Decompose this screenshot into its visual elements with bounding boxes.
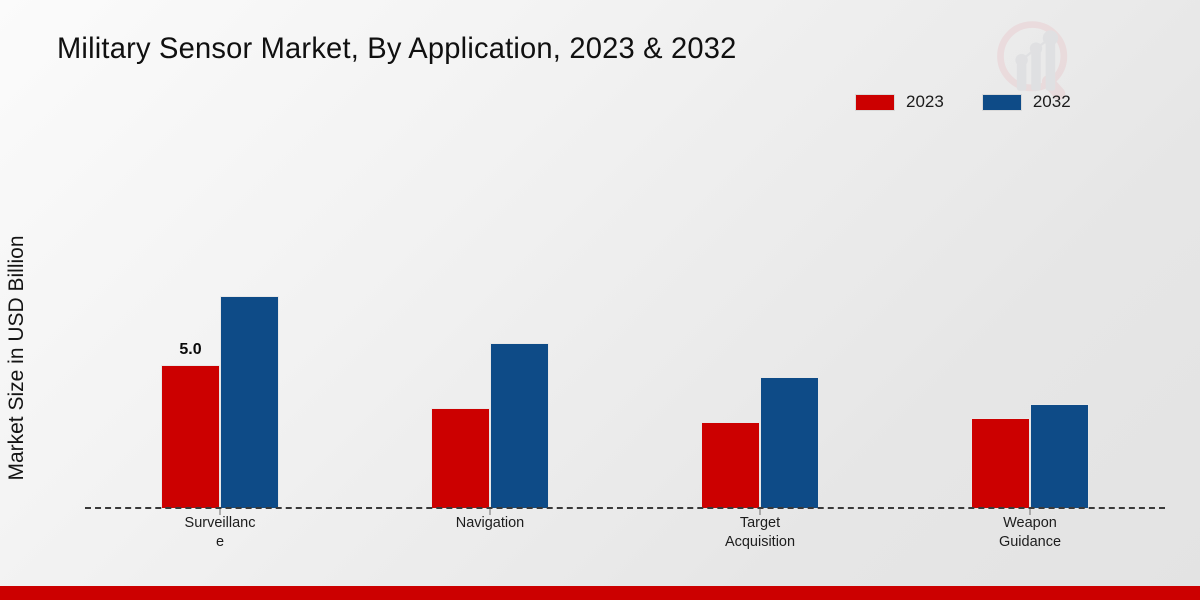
x-label-target-acquisition: Target Acquisition (724, 515, 796, 550)
x-label-weapon-guidance: Weapon Guidance (998, 515, 1062, 550)
x-label-navigation: Navigation (455, 515, 525, 531)
bar-group-navigation (355, 130, 625, 515)
bar-2032-surveillance[interactable] (220, 295, 279, 508)
x-axis-category-labels: Surveillanc e Navigation Target Acquisit… (85, 514, 1165, 552)
bar-group-surveillance: 5.0 (85, 130, 355, 515)
legend-label-2023: 2023 (906, 92, 944, 111)
bar-2023-navigation[interactable] (431, 407, 490, 508)
legend-item-2023[interactable]: 2023 (855, 92, 944, 112)
x-tick (219, 508, 221, 515)
x-tick (1029, 508, 1031, 515)
bar-2032-target-acquisition[interactable] (760, 376, 819, 508)
bar-group-weapon-guidance (895, 130, 1165, 515)
plot-area: 5.0 (85, 130, 1165, 515)
footer-accent-strip (0, 586, 1200, 600)
legend-swatch-2023 (855, 93, 895, 111)
y-axis-title: Market Size in USD Billion (5, 235, 28, 481)
x-label-surveillance: Surveillanc e (184, 515, 256, 550)
magnifier-bar-chart-logo-icon (988, 14, 1084, 110)
chart-title: Military Sensor Market, By Application, … (57, 32, 737, 65)
bar-2023-target-acquisition[interactable] (701, 421, 760, 508)
bar-2032-navigation[interactable] (490, 343, 549, 508)
legend-item-2032[interactable]: 2032 (981, 92, 1071, 112)
bar-value-label: 5.0 (179, 341, 202, 359)
x-tick (489, 508, 491, 515)
bar-2023-weapon-guidance[interactable] (971, 418, 1030, 508)
bar-2023-surveillance[interactable]: 5.0 (161, 341, 220, 508)
legend-label-2032: 2032 (1032, 92, 1071, 111)
legend-swatch-2032 (981, 93, 1022, 111)
chart-legend: 2023 2032 (855, 92, 1071, 112)
bar-2032-weapon-guidance[interactable] (1030, 404, 1089, 508)
x-tick (759, 508, 761, 515)
x-axis-baseline (85, 507, 1165, 509)
bar-group-target-acquisition (625, 130, 895, 515)
